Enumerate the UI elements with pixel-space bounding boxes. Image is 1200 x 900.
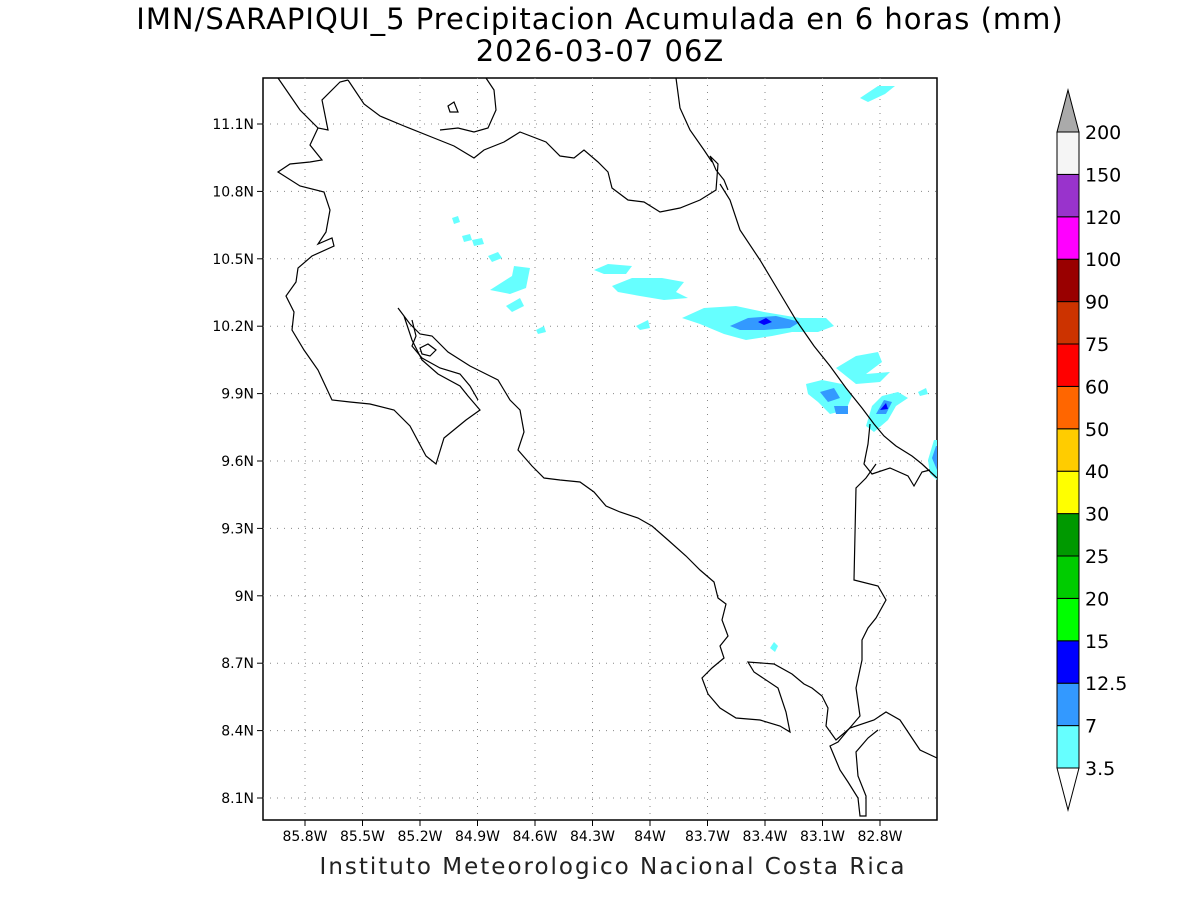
colorbar-label: 90	[1085, 292, 1109, 314]
colorbar-swatch	[1056, 640, 1080, 684]
lon-label: 85.5W	[340, 829, 385, 845]
lon-label: 85.8W	[282, 829, 327, 845]
rain-patch	[820, 388, 840, 402]
coastlines	[276, 77, 938, 817]
lat-label: 10.8N	[212, 184, 254, 200]
island-bay	[419, 343, 437, 357]
lake-shore	[439, 77, 497, 133]
lon-label: 83.4W	[742, 829, 787, 845]
rain-patch	[860, 86, 895, 102]
nicaragua-border	[347, 79, 729, 213]
colorbar-swatch	[1056, 301, 1080, 345]
lon-label: 83.1W	[800, 829, 845, 845]
colorbar-arrow-bottom	[1056, 767, 1080, 812]
latitude-labels: 11.1N 10.8N 10.5N 10.2N 9.9N 9.6N 9.3N 9N 8.7N 8.…	[212, 117, 263, 807]
lat-label: 8.1N	[221, 791, 254, 807]
colorbar-label: 60	[1085, 376, 1109, 398]
map-frame	[262, 77, 938, 821]
rain-patch	[612, 278, 688, 300]
caribbean-coast	[675, 77, 713, 163]
rain-patch	[488, 252, 502, 262]
map-title-line2: 2026-03-07 06Z	[475, 34, 725, 68]
lat-label: 10.2N	[212, 319, 254, 335]
rain-patch	[918, 388, 928, 396]
colorbar-swatch	[1056, 682, 1080, 727]
rain-patch	[472, 238, 484, 246]
rain-patch	[536, 326, 546, 334]
colorbar-swatch	[1056, 725, 1080, 769]
caribbean-coast-south	[719, 183, 938, 479]
colorbar: 3.5 7 12.5 15 20 25 30 40 50 60 75 90 100 120 150 200	[1056, 88, 1127, 812]
lon-label: 84W	[634, 829, 666, 845]
rain-patch	[932, 446, 937, 470]
colorbar-arrow-top	[1056, 88, 1080, 133]
longitude-labels: 85.8W 85.5W 85.2W 84.9W 84.6W 84.3W 84W 83.7W 83…	[282, 820, 903, 845]
coastline-peninsula	[411, 319, 479, 401]
lat-label: 9.6N	[221, 454, 254, 470]
map-title-line1: IMN/SARAPIQUI_5 Precipitacion Acumulada …	[136, 2, 1064, 36]
colorbar-label: 150	[1085, 164, 1121, 186]
colorbar-label: 75	[1085, 334, 1109, 356]
lon-label: 84.6W	[512, 829, 557, 845]
colorbar-swatch	[1056, 216, 1080, 260]
lon-label: 84.9W	[455, 829, 500, 845]
colorbar-label: 12.5	[1085, 673, 1127, 695]
colorbar-label: 200	[1085, 122, 1121, 144]
colorbar-swatch	[1056, 173, 1080, 218]
lon-label: 85.2W	[397, 829, 442, 845]
lat-label: 9.9N	[221, 387, 254, 403]
rain-patch	[770, 642, 778, 652]
panama-border-south	[829, 463, 887, 817]
rain-patch	[506, 298, 524, 312]
colorbar-label: 50	[1085, 419, 1109, 441]
colorbar-label: 120	[1085, 207, 1121, 229]
lon-label: 83.7W	[685, 829, 730, 845]
lon-label: 82.8W	[857, 829, 902, 845]
colorbar-swatch	[1056, 258, 1080, 303]
colorbar-label: 3.5	[1085, 758, 1115, 780]
rain-patch	[636, 320, 650, 330]
colorbar-label: 7	[1085, 716, 1097, 738]
lat-label: 11.1N	[212, 117, 254, 133]
coastline-north	[277, 77, 349, 131]
rain-patch	[594, 264, 632, 274]
precipitation-patches	[452, 86, 937, 652]
rain-patch	[834, 406, 848, 414]
colorbar-label: 20	[1085, 588, 1109, 610]
colorbar-label: 15	[1085, 631, 1109, 653]
rain-patch	[462, 234, 472, 242]
panama-border	[863, 423, 931, 488]
map-gridlines	[263, 78, 937, 820]
colorbar-swatch	[1056, 513, 1080, 557]
colorbar-label: 40	[1085, 461, 1109, 483]
lat-label: 9.3N	[221, 521, 254, 537]
rain-patch	[836, 352, 890, 384]
lat-label: 8.7N	[221, 656, 254, 672]
colorbar-swatch	[1056, 428, 1080, 472]
colorbar-swatch	[1056, 597, 1080, 642]
colorbar-swatch	[1056, 470, 1080, 515]
lat-label: 10.5N	[212, 252, 254, 268]
credit-text: Instituto Meteorologico Nacional Costa R…	[319, 854, 907, 880]
island-north	[447, 101, 459, 113]
rain-patch	[880, 403, 888, 410]
colorbar-swatch	[1056, 343, 1080, 387]
lat-label: 8.4N	[221, 724, 254, 740]
colorbar-swatch	[1056, 131, 1080, 175]
coastline-pacific	[276, 127, 938, 759]
colorbar-swatch	[1056, 385, 1080, 430]
rain-patch	[490, 266, 530, 294]
lat-label: 9N	[235, 589, 254, 605]
colorbar-label: 30	[1085, 504, 1109, 526]
colorbar-label: 100	[1085, 249, 1121, 271]
colorbar-swatch	[1056, 555, 1080, 599]
colorbar-label: 25	[1085, 546, 1109, 568]
rain-patch	[452, 216, 460, 224]
lon-label: 84.3W	[570, 829, 615, 845]
rain-patch	[758, 318, 772, 325]
